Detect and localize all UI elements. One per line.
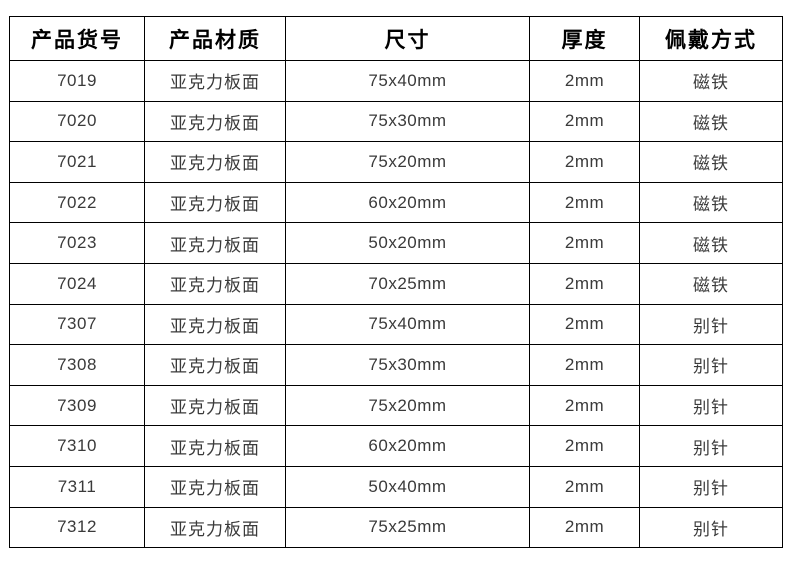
table-header: 产品货号 产品材质 尺寸 厚度 佩戴方式 — [9, 16, 783, 61]
cell-code: 7308 — [9, 344, 145, 386]
cell-size: 75x40mm — [285, 60, 530, 102]
cell-size: 60x20mm — [285, 425, 530, 467]
cell-code: 7019 — [9, 60, 145, 102]
cell-thickness: 2mm — [529, 181, 640, 224]
cell-size: 75x30mm — [285, 344, 530, 386]
cell-size: 50x20mm — [285, 222, 530, 264]
cell-material: 亚克力板面 — [144, 303, 286, 346]
cell-code: 7020 — [9, 100, 145, 143]
cell-material: 亚克力板面 — [144, 425, 286, 467]
table-row: 7312 亚克力板面 75x25mm 2mm 别针 — [9, 506, 783, 549]
cell-wear: 别针 — [639, 506, 783, 549]
cell-material: 亚克力板面 — [144, 141, 286, 183]
table-row: 7307 亚克力板面 75x40mm 2mm 别针 — [9, 303, 783, 346]
column-header-wearing-method: 佩戴方式 — [639, 16, 783, 61]
cell-code: 7310 — [9, 425, 145, 467]
cell-wear: 别针 — [639, 425, 783, 467]
cell-size: 75x30mm — [285, 100, 530, 143]
cell-code: 7021 — [9, 141, 145, 183]
cell-thickness: 2mm — [529, 303, 640, 346]
cell-size: 75x40mm — [285, 303, 530, 346]
cell-size: 75x25mm — [285, 506, 530, 549]
product-spec-table: 产品货号 产品材质 尺寸 厚度 佩戴方式 7019 亚克力板面 75x40mm 2mm… — [9, 16, 783, 549]
cell-size: 60x20mm — [285, 181, 530, 224]
cell-thickness: 2mm — [529, 344, 640, 386]
cell-size: 75x20mm — [285, 384, 530, 427]
column-header-product-code: 产品货号 — [9, 16, 145, 61]
cell-wear: 磁铁 — [639, 60, 783, 102]
table-row: 7308 亚克力板面 75x30mm 2mm 别针 — [9, 344, 783, 386]
cell-code: 7024 — [9, 262, 145, 305]
cell-thickness: 2mm — [529, 60, 640, 102]
table-row: 7310 亚克力板面 60x20mm 2mm 别针 — [9, 425, 783, 467]
cell-code: 7022 — [9, 181, 145, 224]
table-row: 7023 亚克力板面 50x20mm 2mm 磁铁 — [9, 222, 783, 264]
cell-wear: 别针 — [639, 344, 783, 386]
column-header-size: 尺寸 — [285, 16, 530, 61]
cell-thickness: 2mm — [529, 384, 640, 427]
cell-code: 7307 — [9, 303, 145, 346]
cell-size: 70x25mm — [285, 262, 530, 305]
cell-wear: 别针 — [639, 303, 783, 346]
cell-material: 亚克力板面 — [144, 100, 286, 143]
cell-thickness: 2mm — [529, 222, 640, 264]
cell-material: 亚克力板面 — [144, 506, 286, 549]
cell-size: 50x40mm — [285, 465, 530, 508]
cell-material: 亚克力板面 — [144, 384, 286, 427]
cell-material: 亚克力板面 — [144, 60, 286, 102]
cell-wear: 磁铁 — [639, 181, 783, 224]
cell-code: 7023 — [9, 222, 145, 264]
cell-wear: 磁铁 — [639, 141, 783, 183]
cell-wear: 磁铁 — [639, 222, 783, 264]
table-body: 7019 亚克力板面 75x40mm 2mm 磁铁 7020 亚克力板面 75x30mm 2mm… — [9, 60, 783, 549]
cell-wear: 别针 — [639, 465, 783, 508]
cell-thickness: 2mm — [529, 425, 640, 467]
cell-thickness: 2mm — [529, 506, 640, 549]
cell-thickness: 2mm — [529, 465, 640, 508]
column-header-thickness: 厚度 — [529, 16, 640, 61]
cell-thickness: 2mm — [529, 141, 640, 183]
table-row: 7024 亚克力板面 70x25mm 2mm 磁铁 — [9, 262, 783, 305]
cell-material: 亚克力板面 — [144, 344, 286, 386]
cell-thickness: 2mm — [529, 100, 640, 143]
table-row: 7021 亚克力板面 75x20mm 2mm 磁铁 — [9, 141, 783, 183]
cell-size: 75x20mm — [285, 141, 530, 183]
table-row: 7309 亚克力板面 75x20mm 2mm 别针 — [9, 384, 783, 427]
column-header-product-material: 产品材质 — [144, 16, 286, 61]
cell-thickness: 2mm — [529, 262, 640, 305]
cell-material: 亚克力板面 — [144, 222, 286, 264]
table-row: 7020 亚克力板面 75x30mm 2mm 磁铁 — [9, 100, 783, 143]
table-header-row: 产品货号 产品材质 尺寸 厚度 佩戴方式 — [9, 16, 783, 61]
cell-material: 亚克力板面 — [144, 181, 286, 224]
cell-material: 亚克力板面 — [144, 465, 286, 508]
cell-wear: 磁铁 — [639, 100, 783, 143]
cell-wear: 磁铁 — [639, 262, 783, 305]
table-row: 7022 亚克力板面 60x20mm 2mm 磁铁 — [9, 181, 783, 224]
cell-code: 7311 — [9, 465, 145, 508]
cell-code: 7312 — [9, 506, 145, 549]
cell-wear: 别针 — [639, 384, 783, 427]
table-row: 7311 亚克力板面 50x40mm 2mm 别针 — [9, 465, 783, 508]
cell-material: 亚克力板面 — [144, 262, 286, 305]
table-row: 7019 亚克力板面 75x40mm 2mm 磁铁 — [9, 60, 783, 102]
cell-code: 7309 — [9, 384, 145, 427]
